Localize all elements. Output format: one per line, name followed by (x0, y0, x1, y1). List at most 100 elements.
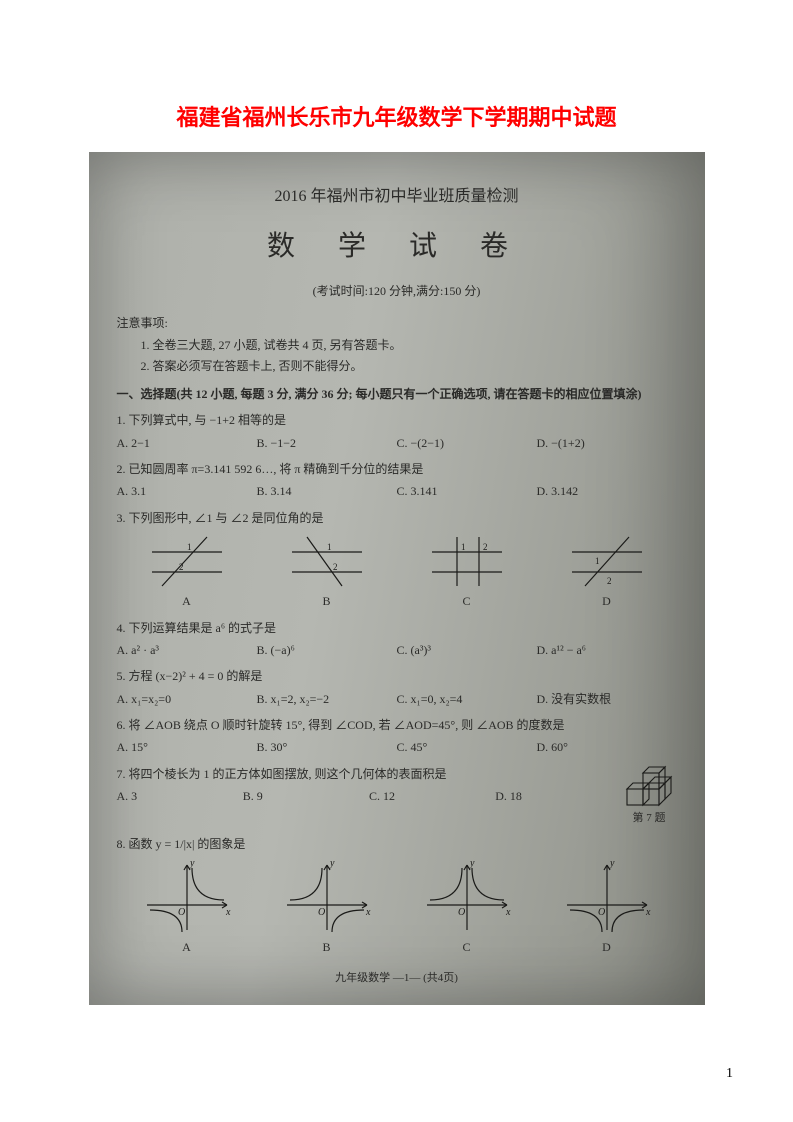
svg-text:1: 1 (461, 542, 466, 552)
question-1: 1. 下列算式中, 与 −1+2 相等的是 A. 2−1 B. −1−2 C. … (117, 410, 677, 453)
svg-text:1: 1 (327, 542, 332, 552)
q8-text: 函数 y = 1/|x| 的图象是 (129, 837, 246, 851)
q2-text: 已知圆周率 π=3.141 592 6…, 将 π 精确到千分位的结果是 (129, 462, 424, 476)
cubes-icon (622, 764, 677, 809)
q7-text: 将四个棱长为 1 的正方体如图摆放, 则这个几何体的表面积是 (129, 767, 447, 781)
q7-opt-c: C. 12 (369, 786, 495, 806)
q3-diagrams: 1 2 A 1 2 B (117, 534, 677, 611)
q8-graphs: y x O A y (117, 860, 677, 957)
q3-num: 3. (117, 511, 126, 525)
graph-b: y x O (282, 860, 372, 935)
graph-a: y x O (142, 860, 232, 935)
q1-opt-b: B. −1−2 (257, 433, 397, 453)
svg-text:2: 2 (179, 562, 184, 572)
svg-text:1: 1 (595, 556, 600, 566)
question-5: 5. 方程 (x−2)² + 4 = 0 的解是 A. x₁=x₂=0 B. x… (117, 666, 677, 709)
q1-opt-d: D. −(1+2) (537, 433, 677, 453)
graph-d: y x O (562, 860, 652, 935)
q3-text: 下列图形中, ∠1 与 ∠2 是同位角的是 (129, 511, 324, 525)
graph-c: y x O (422, 860, 512, 935)
q3-label-a: A (117, 591, 257, 611)
svg-text:1: 1 (187, 542, 192, 552)
angle-diagram-c: 1 2 (427, 534, 507, 589)
q5-opt-a: A. x₁=x₂=0 (117, 689, 257, 709)
page-number: 1 (726, 1066, 733, 1082)
svg-text:2: 2 (333, 562, 338, 572)
q3-label-b: B (257, 591, 397, 611)
svg-text:2: 2 (483, 542, 488, 552)
notice-item-2: 2. 答案必须写在答题卡上, 否则不能得分。 (117, 356, 677, 378)
q1-text: 下列算式中, 与 −1+2 相等的是 (129, 413, 287, 427)
q8-label-a: A (117, 937, 257, 957)
svg-text:y: y (609, 860, 615, 869)
q3-label-c: C (397, 591, 537, 611)
question-6: 6. 将 ∠AOB 绕点 O 顺时针旋转 15°, 得到 ∠COD, 若 ∠AO… (117, 715, 677, 758)
q4-opt-b: B. (−a)⁶ (257, 640, 397, 660)
q8-num: 8. (117, 837, 126, 851)
svg-text:O: O (458, 907, 465, 918)
q4-opt-a: A. a² · a³ (117, 640, 257, 660)
angle-diagram-b: 1 2 (287, 534, 367, 589)
angle-diagram-a: 1 2 (147, 534, 227, 589)
section-1-heading: 一、选择题(共 12 小题, 每题 3 分, 满分 36 分; 每小题只有一个正… (117, 384, 677, 404)
q5-text: 方程 (x−2)² + 4 = 0 的解是 (129, 669, 263, 683)
q6-num: 6. (117, 718, 126, 732)
question-3: 3. 下列图形中, ∠1 与 ∠2 是同位角的是 1 2 A (117, 508, 677, 612)
q6-text: 将 ∠AOB 绕点 O 顺时针旋转 15°, 得到 ∠COD, 若 ∠AOD=4… (129, 718, 565, 732)
notice-block: 注意事项: 1. 全卷三大题, 27 小题, 试卷共 4 页, 另有答题卡。 2… (117, 313, 677, 378)
svg-text:y: y (329, 860, 335, 869)
q5-opt-d: D. 没有实数根 (537, 689, 677, 709)
exam-title: 数 学 试 卷 (117, 224, 677, 264)
svg-text:O: O (598, 907, 605, 918)
svg-text:y: y (189, 860, 195, 869)
exam-footer: 九年级数学 —1— (共4页) (117, 969, 677, 985)
svg-text:O: O (178, 907, 185, 918)
q1-opt-a: A. 2−1 (117, 433, 257, 453)
q2-opt-c: C. 3.141 (397, 481, 537, 501)
svg-text:x: x (645, 907, 651, 918)
q1-num: 1. (117, 413, 126, 427)
page-root: 福建省福州长乐市九年级数学下学期期中试题 2016 年福州市初中毕业班质量检测 … (0, 0, 793, 1122)
svg-text:x: x (365, 907, 371, 918)
q8-label-b: B (257, 937, 397, 957)
document-title: 福建省福州长乐市九年级数学下学期期中试题 (0, 0, 793, 152)
q8-label-c: C (397, 937, 537, 957)
q4-opt-c: C. (a³)³ (397, 640, 537, 660)
q6-opt-b: B. 30° (257, 737, 397, 757)
scanned-exam-photo: 2016 年福州市初中毕业班质量检测 数 学 试 卷 (考试时间:120 分钟,… (89, 152, 705, 1005)
q2-opt-d: D. 3.142 (537, 481, 677, 501)
q1-opt-c: C. −(2−1) (397, 433, 537, 453)
notice-item-1: 1. 全卷三大题, 27 小题, 试卷共 4 页, 另有答题卡。 (117, 335, 677, 357)
q7-opt-a: A. 3 (117, 786, 243, 806)
angle-diagram-d: 1 2 (567, 534, 647, 589)
q7-figure-label: 第 7 题 (622, 809, 677, 828)
q5-num: 5. (117, 669, 126, 683)
svg-text:y: y (469, 860, 475, 869)
question-4: 4. 下列运算结果是 a⁶ 的式子是 A. a² · a³ B. (−a)⁶ C… (117, 618, 677, 661)
q7-opt-b: B. 9 (243, 786, 369, 806)
q6-opt-c: C. 45° (397, 737, 537, 757)
q5-opt-b: B. x₁=2, x₂=−2 (257, 689, 397, 709)
q4-opt-d: D. a¹² − a⁶ (537, 640, 677, 660)
q8-label-d: D (537, 937, 677, 957)
q2-num: 2. (117, 462, 126, 476)
svg-text:2: 2 (607, 576, 612, 586)
exam-subtitle: (考试时间:120 分钟,满分:150 分) (117, 282, 677, 299)
exam-header: 2016 年福州市初中毕业班质量检测 (117, 182, 677, 206)
q2-opt-b: B. 3.14 (257, 481, 397, 501)
q6-opt-d: D. 60° (537, 737, 677, 757)
question-8: 8. 函数 y = 1/|x| 的图象是 y x O (117, 834, 677, 958)
notice-label: 注意事项: (117, 313, 677, 335)
q7-figure: 第 7 题 (622, 764, 677, 828)
q3-label-d: D (537, 591, 677, 611)
q4-num: 4. (117, 621, 126, 635)
svg-text:x: x (225, 907, 231, 918)
q6-opt-a: A. 15° (117, 737, 257, 757)
svg-text:O: O (318, 907, 325, 918)
question-2: 2. 已知圆周率 π=3.141 592 6…, 将 π 精确到千分位的结果是 … (117, 459, 677, 502)
q7-num: 7. (117, 767, 126, 781)
q2-opt-a: A. 3.1 (117, 481, 257, 501)
question-7: 第 7 题 7. 将四个棱长为 1 的正方体如图摆放, 则这个几何体的表面积是 … (117, 764, 677, 828)
q5-opt-c: C. x₁=0, x₂=4 (397, 689, 537, 709)
svg-text:x: x (505, 907, 511, 918)
